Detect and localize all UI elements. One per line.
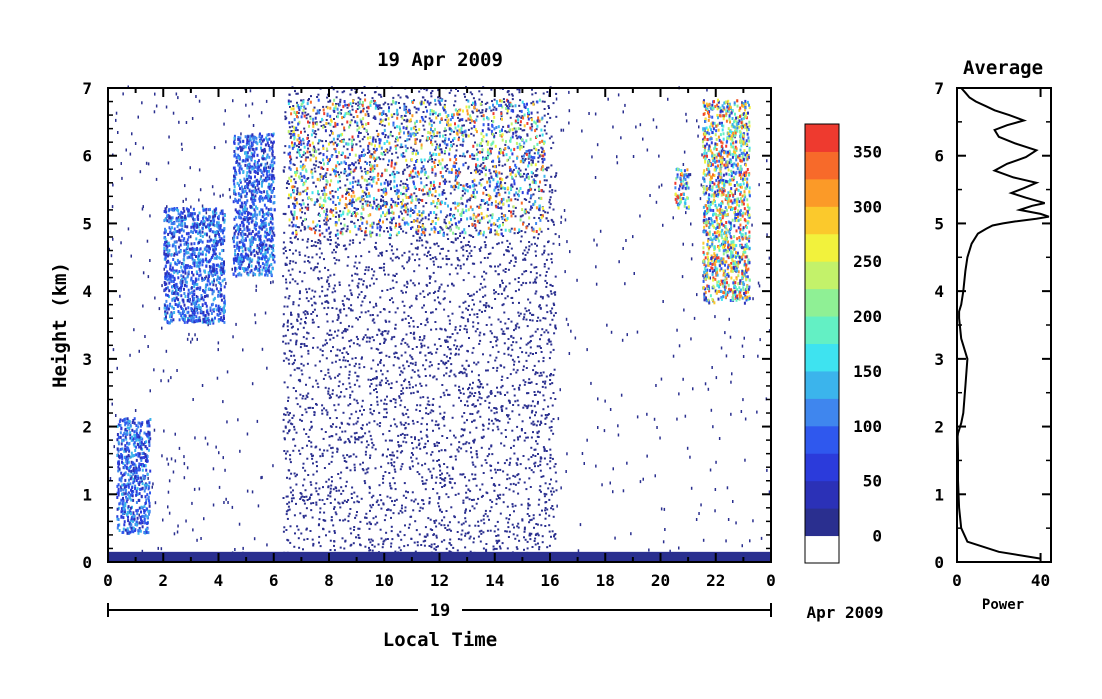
colorbar-tick-label: 200 <box>853 307 882 326</box>
colorbar-segment <box>805 370 839 399</box>
main-y-tick-label: 0 <box>82 553 92 572</box>
main-x-tick-label: 2 <box>158 571 168 590</box>
profile-x-tick-label: 0 <box>952 571 962 590</box>
colorbar-tick-label: 350 <box>853 142 882 161</box>
main-x-tick-label: 12 <box>430 571 449 590</box>
profile-y-tick-label: 3 <box>934 350 944 369</box>
profile-x-tick-label: 40 <box>1031 571 1050 590</box>
colorbar-segment <box>805 206 839 235</box>
colorbar-tick-label: 50 <box>863 472 882 491</box>
colorbar-segment <box>805 535 839 564</box>
date-axis: 19 Apr 2009 <box>107 601 884 622</box>
colorbar-segment <box>805 398 839 427</box>
profile-y-tick-label: 6 <box>934 147 944 166</box>
profile-plot-frame <box>956 87 1052 563</box>
main-x-ticks: 0 2 4 6 8 10 12 14 16 18 20 22 0 <box>103 88 776 590</box>
main-x-tick-label: 0 <box>103 571 113 590</box>
colorbar-segment <box>805 178 839 207</box>
main-y-tick-label: 6 <box>82 147 92 166</box>
main-x-label: Local Time <box>383 629 497 651</box>
colorbar-segment <box>805 425 839 454</box>
date-axis-month: Apr 2009 <box>806 603 883 622</box>
profile-y-tick-label: 1 <box>934 485 944 504</box>
colorbar-tick-label: 0 <box>872 527 882 546</box>
main-x-tick-label: 14 <box>485 571 504 590</box>
colorbar <box>804 123 840 564</box>
colorbar-segment <box>805 453 839 482</box>
main-x-tick-label: 0 <box>766 571 776 590</box>
profile-y-tick-label: 7 <box>934 79 944 98</box>
colorbar-tick-label: 150 <box>853 362 882 381</box>
profile-y-tick-label: 2 <box>934 418 944 437</box>
colorbar-segment <box>805 316 839 344</box>
main-x-tick-label: 18 <box>596 571 615 590</box>
main-x-tick-label: 10 <box>375 571 394 590</box>
colorbar-segment <box>805 480 839 509</box>
main-x-tick-label: 8 <box>324 571 334 590</box>
main-x-tick-label: 20 <box>651 571 670 590</box>
main-y-label: Height (km) <box>49 262 71 388</box>
main-y-tick-label: 4 <box>82 282 92 301</box>
main-y-ticks: 0 1 2 3 4 5 6 7 <box>82 79 771 572</box>
main-y-tick-label: 1 <box>82 485 92 504</box>
colorbar-tick-label: 100 <box>853 417 882 436</box>
colorbar-segment <box>805 343 839 372</box>
main-x-tick-label: 6 <box>269 571 279 590</box>
profile-y-tick-label: 0 <box>934 553 944 572</box>
heatmap-cells <box>108 85 771 562</box>
colorbar-segment <box>805 151 839 180</box>
main-y-tick-label: 5 <box>82 214 92 233</box>
profile-line <box>956 87 1050 560</box>
profile-ticks: 0 1 2 3 4 5 6 7 0 40 <box>934 79 1051 590</box>
profile-x-label: Power <box>982 597 1024 613</box>
date-axis-day: 19 <box>430 601 450 621</box>
main-y-tick-label: 3 <box>82 350 92 369</box>
main-x-tick-label: 22 <box>706 571 725 590</box>
colorbar-ticks: 0 50 100 150 200 250 300 350 <box>853 142 882 545</box>
colorbar-tick-label: 300 <box>853 197 882 216</box>
colorbar-segment <box>805 261 839 290</box>
main-y-tick-label: 7 <box>82 79 92 98</box>
main-title: 19 Apr 2009 <box>377 49 503 71</box>
main-x-tick-label: 4 <box>214 571 224 590</box>
colorbar-segment <box>805 124 839 152</box>
profile-title: Average <box>963 57 1043 79</box>
main-y-tick-label: 2 <box>82 418 92 437</box>
colorbar-segment <box>805 508 839 537</box>
colorbar-tick-label: 250 <box>853 252 882 271</box>
colorbar-segment <box>805 233 839 262</box>
colorbar-segment <box>805 288 839 317</box>
profile-y-tick-label: 5 <box>934 214 944 233</box>
main-x-tick-label: 16 <box>540 571 559 590</box>
profile-y-tick-label: 4 <box>934 282 944 301</box>
